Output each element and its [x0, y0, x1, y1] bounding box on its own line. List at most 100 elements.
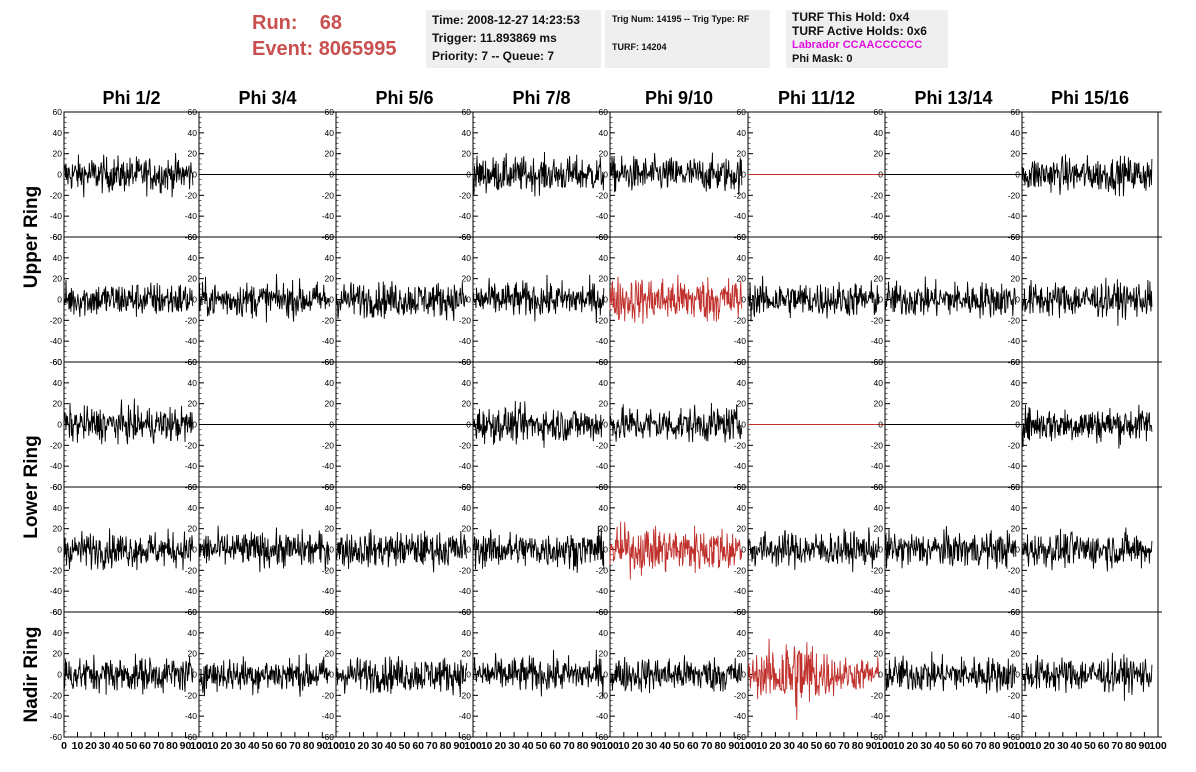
- time-text: Time: 2008-12-27 14:23:53: [432, 13, 580, 27]
- x-tick-label: 50: [126, 740, 138, 752]
- waveform-trace: [63, 653, 194, 695]
- labrador-text: Labrador CCAACCCCCC: [792, 39, 923, 51]
- y-tick-label: 60: [1011, 107, 1021, 117]
- waveform-trace: [884, 525, 1017, 570]
- y-tick-label: 20: [599, 399, 609, 409]
- y-tick-label: 40: [325, 378, 335, 388]
- y-tick-label: 40: [599, 378, 609, 388]
- x-tick-label: 20: [770, 740, 782, 752]
- y-tick-label: 40: [188, 503, 198, 513]
- column-title: Phi 9/10: [645, 88, 713, 108]
- x-tick-label: 50: [673, 740, 685, 752]
- y-tick-label: 0: [741, 420, 746, 430]
- y-tick-label: 20: [874, 149, 884, 159]
- x-tick-label: 100: [1013, 740, 1031, 752]
- y-tick-label: -60: [322, 732, 335, 742]
- y-tick-label: -40: [871, 586, 884, 596]
- y-tick-label: 40: [325, 503, 335, 513]
- event-value: 8065995: [318, 38, 397, 60]
- y-tick-label: -40: [322, 211, 335, 221]
- y-tick-label: 0: [57, 420, 62, 430]
- x-tick-label: 90: [1002, 740, 1014, 752]
- y-tick-label: -60: [50, 482, 63, 492]
- trigger-text: Trigger: 11.893869 ms: [432, 31, 557, 45]
- y-tick-label: 60: [462, 482, 472, 492]
- y-tick-label: 60: [874, 607, 884, 617]
- y-tick-label: 20: [462, 149, 472, 159]
- y-tick-label: -20: [322, 690, 335, 700]
- x-tick-label: 30: [371, 740, 383, 752]
- y-tick-label: 40: [188, 628, 198, 638]
- turf-text: TURF: 14204: [612, 42, 667, 52]
- y-tick-label: -20: [1008, 315, 1021, 325]
- y-tick-label: -40: [596, 461, 609, 471]
- x-tick-label: 30: [783, 740, 795, 752]
- y-tick-label: -20: [1008, 690, 1021, 700]
- y-tick-label: -40: [871, 711, 884, 721]
- y-tick-label: 60: [53, 482, 63, 492]
- waveform-trace: [198, 525, 331, 573]
- y-tick-label: 40: [599, 253, 609, 263]
- x-tick-label: 100: [876, 740, 894, 752]
- y-tick-label: -40: [734, 461, 747, 471]
- y-tick-label: 0: [57, 545, 62, 555]
- waveform-trace: [609, 521, 743, 580]
- y-tick-label: 60: [325, 107, 335, 117]
- y-tick-label: 40: [53, 503, 63, 513]
- y-tick-label: -20: [459, 315, 472, 325]
- x-tick-label: 90: [865, 740, 877, 752]
- y-tick-label: 20: [325, 524, 335, 534]
- x-tick-label: 10: [756, 740, 768, 752]
- y-tick-label: 0: [192, 295, 197, 305]
- y-tick-label: -40: [50, 461, 63, 471]
- x-tick-label: 40: [385, 740, 397, 752]
- waveform-trace: [472, 525, 605, 573]
- y-tick-label: 20: [1011, 524, 1021, 534]
- y-tick-label: 40: [599, 128, 609, 138]
- turf-info-panel: TURF This Hold: 0x4 TURF Active Holds: 0…: [786, 10, 948, 68]
- y-tick-label: 40: [462, 503, 472, 513]
- x-tick-label: 20: [495, 740, 507, 752]
- y-tick-label: 60: [874, 107, 884, 117]
- column-title: Phi 11/12: [778, 88, 855, 108]
- x-tick-label: 100: [464, 740, 482, 752]
- x-tick-label: 30: [920, 740, 932, 752]
- y-tick-label: 60: [188, 607, 198, 617]
- x-tick-label: 30: [646, 740, 658, 752]
- y-tick-label: 60: [737, 357, 747, 367]
- y-tick-label: 60: [599, 607, 609, 617]
- y-tick-label: 60: [462, 357, 472, 367]
- waveform-trace: [335, 656, 468, 697]
- y-tick-label: 20: [462, 524, 472, 534]
- y-tick-label: -20: [871, 315, 884, 325]
- y-tick-label: -20: [596, 190, 609, 200]
- y-tick-label: -40: [185, 711, 198, 721]
- y-tick-label: -20: [50, 315, 63, 325]
- y-tick-label: 60: [1011, 607, 1021, 617]
- x-tick-label: 0: [882, 740, 888, 752]
- x-tick-label: 0: [333, 740, 339, 752]
- y-tick-label: -20: [185, 315, 198, 325]
- x-tick-label: 80: [303, 740, 315, 752]
- y-tick-label: 20: [737, 274, 747, 284]
- x-tick-label: 90: [180, 740, 192, 752]
- y-tick-label: 0: [192, 420, 197, 430]
- y-tick-label: 60: [462, 607, 472, 617]
- y-tick-label: 0: [466, 670, 471, 680]
- x-tick-label: 0: [61, 740, 67, 752]
- y-tick-label: -60: [734, 732, 747, 742]
- y-tick-label: 40: [53, 628, 63, 638]
- y-tick-label: -40: [596, 711, 609, 721]
- y-tick-label: -20: [50, 565, 63, 575]
- run-label: Run:: [252, 12, 298, 34]
- y-tick-label: 0: [329, 545, 334, 555]
- waveform-trace: [747, 275, 880, 322]
- y-tick-label: 40: [188, 128, 198, 138]
- y-tick-label: -40: [734, 211, 747, 221]
